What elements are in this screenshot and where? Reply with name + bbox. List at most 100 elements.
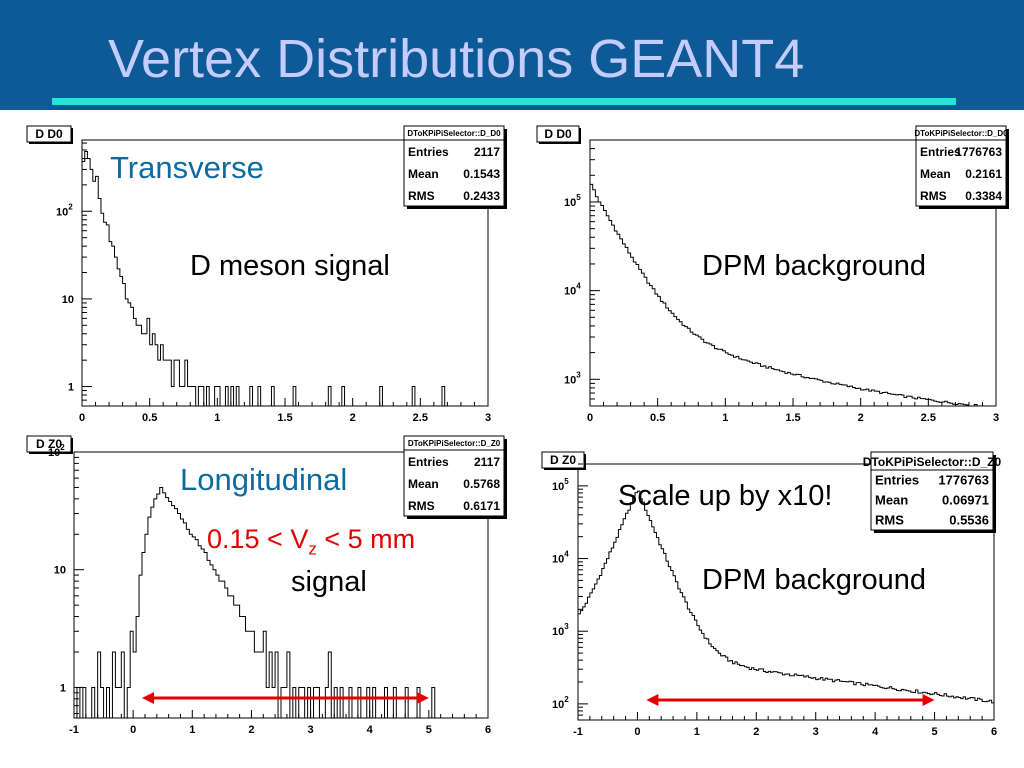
histogram-line [74, 486, 488, 719]
x-tick-label: 1.5 [785, 412, 800, 424]
x-tick-label: 1 [214, 412, 220, 424]
y-tick-label: 1 [60, 682, 66, 694]
x-tick-label: 0 [634, 726, 640, 738]
x-tick-label: 3 [485, 412, 491, 424]
stats-entries-value: 2117 [474, 145, 500, 159]
transverse-label: Transverse [110, 150, 264, 185]
y-tick-label: 102 [552, 695, 569, 711]
hist-name-box: D D0 [26, 125, 73, 144]
stats-rms-value: 0.6171 [463, 499, 500, 513]
stats-entries-value: 1776763 [938, 472, 989, 487]
stats-title: DToKPiPiSelector::D_D0 [914, 129, 1008, 138]
histogram-line [590, 183, 996, 407]
stats-entries-label: Entries [408, 145, 449, 159]
y-tick-label: 105 [552, 477, 569, 493]
stats-mean-value: 0.5768 [463, 477, 500, 491]
x-tick-label: 0.5 [650, 412, 665, 424]
x-tick-label: 2.5 [921, 412, 936, 424]
longitudinal-label: Longitudinal [180, 462, 348, 497]
hist-name-box: D D0 [536, 125, 581, 144]
x-tick-label: 0 [79, 412, 85, 424]
y-tick-label: 10 [62, 294, 74, 306]
x-tick-label: 4 [872, 726, 879, 738]
scale-up-label: Scale up by x10! [618, 480, 833, 512]
y-tick-label: 102 [56, 202, 73, 218]
stats-mean-label: Mean [408, 167, 439, 181]
stats-rms-value: 0.2433 [463, 189, 500, 203]
hist-name: D Z0 [550, 453, 576, 467]
stats-rms-label: RMS [875, 512, 904, 527]
x-tick-label: 1 [722, 412, 728, 424]
x-tick-label: 2 [350, 412, 356, 424]
d-meson-signal-label: D meson signal [190, 250, 390, 282]
dpm-background-label-top: DPM background [702, 250, 927, 282]
stats-mean-value: 0.06971 [942, 492, 989, 507]
x-tick-label: 0 [587, 412, 593, 424]
hist-name: D D0 [35, 127, 63, 141]
stats-rms-value: 0.3384 [965, 189, 1002, 203]
y-tick-label: 1 [68, 382, 74, 394]
stats-rms-value: 0.5536 [949, 512, 989, 527]
title-underline [52, 98, 956, 105]
x-tick-label: 5 [426, 724, 432, 736]
plot-transverse-signal: D D0 0 0.5 1 1.5 2 2.5 3 1 10 102 DToKPiPiSelector:… [22, 122, 508, 428]
x-tick-label: 3 [813, 726, 819, 738]
cut-range-arrow [646, 694, 935, 706]
plot-longitudinal-background: D Z0 -1 0 1 2 3 4 5 6 102 103 104 105 DToKPiPiSelecto… [530, 448, 1010, 742]
hist-name-box: D Z0 [26, 435, 73, 454]
x-tick-label: 4 [367, 724, 374, 736]
stats-rms-label: RMS [408, 499, 435, 513]
stats-entries-value: 2117 [474, 455, 500, 469]
stats-title: DToKPiPiSelector::D_D0 [407, 129, 501, 138]
stats-title: DToKPiPiSelector::D_Z0 [408, 439, 501, 448]
histogram-svg: D D0 0 0.5 1 1.5 2 2.5 3 103 104 105 DToKPiPiSelect… [536, 125, 1009, 424]
stats-entries-label: Entries [875, 472, 919, 487]
y-tick-label: 103 [552, 622, 569, 638]
x-tick-label: 2 [753, 726, 759, 738]
vz-cut-label: 0.15 < Vz < 5 mm [207, 524, 415, 559]
dpm-background-label-bottom: DPM background [702, 564, 927, 596]
y-tick-label: 104 [564, 282, 581, 298]
y-tick-label: 10 [54, 565, 66, 577]
stats-title: DToKPiPiSelector::D_Z0 [863, 455, 1002, 469]
histogram-svg: D Z0 -1 0 1 2 3 4 5 6 102 103 104 105 DToKPiPiSelecto… [541, 451, 1002, 738]
x-tick-label: 6 [991, 726, 997, 738]
x-tick-label: 0 [130, 724, 136, 736]
hist-name: D D0 [544, 127, 572, 141]
slide-header: Vertex Distributions GEANT4 [0, 0, 1024, 110]
histogram-line [578, 490, 994, 704]
y-tick-label: 103 [564, 370, 581, 386]
stats-box: DToKPiPiSelector::D_D0Entries1776763Mean… [914, 125, 1009, 209]
x-tick-label: 2 [248, 724, 254, 736]
y-tick-label: 104 [552, 550, 569, 566]
stats-rms-label: RMS [920, 189, 947, 203]
x-tick-label: 0.5 [142, 412, 157, 424]
stats-mean-label: Mean [920, 167, 951, 181]
y-tick-label: 102 [48, 443, 65, 459]
stats-mean-value: 0.1543 [463, 167, 500, 181]
hist-name: D Z0 [36, 437, 62, 451]
stats-mean-label: Mean [875, 492, 908, 507]
slide-title: Vertex Distributions GEANT4 [108, 29, 805, 89]
x-tick-label: 2.5 [413, 412, 428, 424]
cut-range-arrow [142, 692, 429, 704]
vz-cut-suffix: < 5 mm [316, 524, 416, 554]
plot-transverse-background: D D0 0 0.5 1 1.5 2 2.5 3 103 104 105 DToKPiPiSelect… [530, 122, 1010, 428]
x-tick-label: -1 [69, 724, 79, 736]
x-tick-label: 3 [308, 724, 314, 736]
vz-cut-subscript: z [308, 539, 317, 559]
histogram-line [82, 151, 488, 407]
x-tick-label: 3 [993, 412, 999, 424]
x-tick-label: 2 [858, 412, 864, 424]
signal-label: signal [291, 566, 367, 598]
x-tick-label: 1 [189, 724, 195, 736]
stats-entries-label: Entries [408, 455, 449, 469]
stats-mean-label: Mean [408, 477, 439, 491]
x-tick-label: 6 [485, 724, 491, 736]
x-tick-label: -1 [573, 726, 583, 738]
stats-entries-label: Entries [920, 145, 961, 159]
